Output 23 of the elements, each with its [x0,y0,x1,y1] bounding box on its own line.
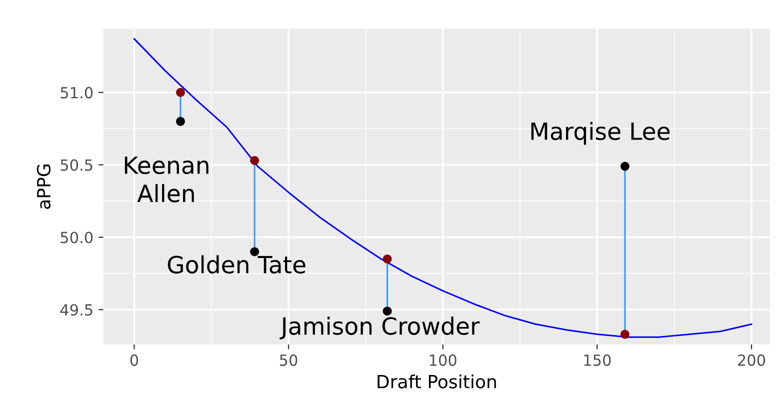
y-tick-label: 50.0 [60,232,93,244]
point [382,254,392,264]
point [620,162,630,171]
y-tick-label: 49.5 [60,304,92,316]
point [250,156,260,165]
x-axis-title: Draft Position [378,374,496,388]
point [382,306,392,316]
annotation: Keenan Allen [124,156,208,202]
x-tick-label: 100 [430,354,456,366]
x-tick-label: 150 [584,354,611,366]
y-tick-label: 51.0 [60,86,93,98]
x-tick-label: 200 [738,354,766,366]
y-axis-title: aPPG [36,164,51,209]
y-tick-label: 50.5 [60,159,92,171]
x-tick-label: 0 [130,354,138,366]
point [176,88,185,97]
annotation: Marqise Lee [531,122,670,145]
annotation: Jamison Crowder [280,316,480,340]
annotation: Golden Tate [168,255,306,274]
point [620,330,630,339]
point [250,247,260,256]
x-tick-label: 50 [280,354,298,366]
point [176,116,185,126]
